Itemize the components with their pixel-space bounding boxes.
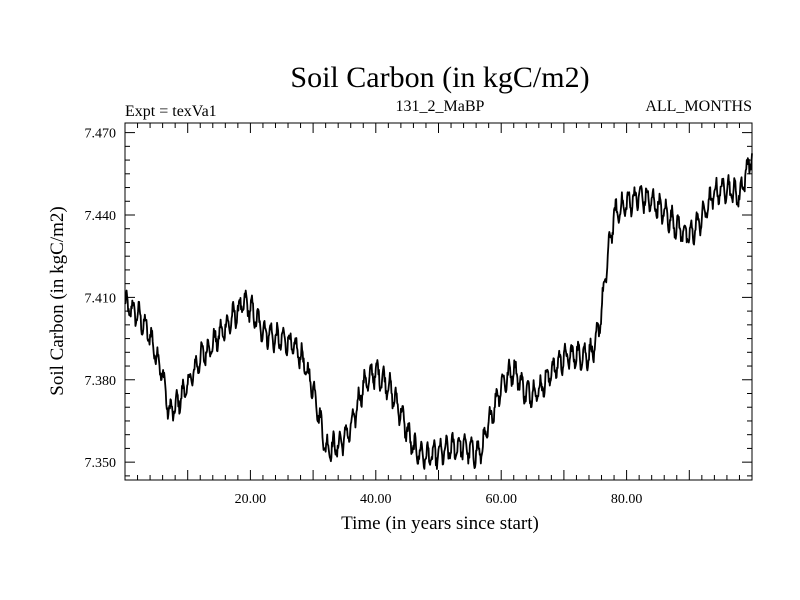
chart-title: Soil Carbon (in kgC/m2) [290,61,589,94]
plot-frame [124,122,753,481]
x-tick-label: 40.00 [360,492,392,507]
y-tick-label: 7.410 [85,291,117,306]
y-tick-label: 7.380 [85,374,117,389]
period-label: 131_2_MaBP [396,98,485,115]
y-tick-label: 7.470 [85,127,117,142]
x-tick-label: 80.00 [611,492,643,507]
y-axis-ticks: 7.350 7.380 7.410 7.440 7.470 [85,127,752,477]
x-tick-label: 20.00 [235,492,267,507]
months-label: ALL_MONTHS [645,98,752,115]
x-tick-label: 60.00 [485,492,517,507]
y-tick-label: 7.440 [85,209,117,224]
x-axis-ticks: 20.00 40.00 60.00 80.00 [137,123,740,507]
y-tick-label: 7.350 [85,456,117,471]
x-axis-label: Time (in years since start) [341,513,539,534]
series-line-soil-carbon [124,153,753,470]
y-axis-label: Soil Carbon (in kgC/m2) [47,206,68,395]
experiment-label: Expt = texVa1 [125,103,217,120]
